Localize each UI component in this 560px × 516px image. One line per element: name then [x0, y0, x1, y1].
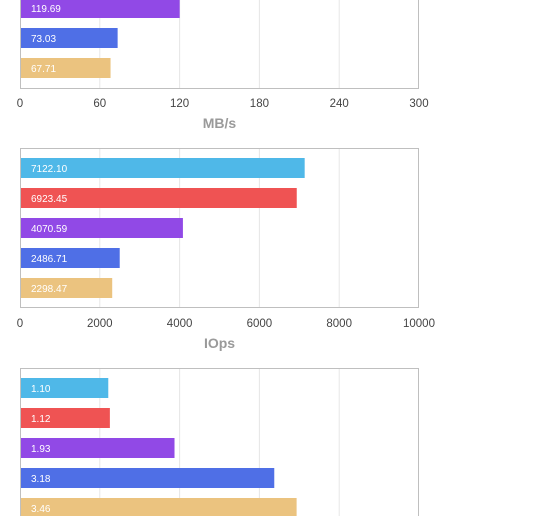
- x-tick-label: 0: [17, 318, 23, 330]
- bar-value-label: 119.69: [31, 4, 61, 15]
- x-tick-label: 6000: [247, 318, 273, 330]
- bar-value-label: 67.71: [31, 64, 56, 75]
- bar: [20, 378, 109, 398]
- x-tick-label: 240: [330, 98, 349, 110]
- x-tick-label: 0: [17, 98, 23, 110]
- bar-value-label: 4070.59: [31, 224, 68, 235]
- bar: [20, 58, 111, 78]
- bar-value-label: 2486.71: [31, 254, 68, 265]
- bar: [20, 0, 180, 18]
- bar: [20, 468, 275, 488]
- x-tick-label: 60: [93, 98, 106, 110]
- x-tick-label: 300: [409, 98, 428, 110]
- x-tick-label: 180: [250, 98, 269, 110]
- x-tick-label: 10000: [403, 318, 435, 330]
- bar-value-label: 1.93: [31, 444, 51, 455]
- x-tick-label: 8000: [326, 318, 352, 330]
- plot-frame: [20, 148, 419, 308]
- bar-value-label: 7122.10: [31, 164, 68, 175]
- x-axis-title: IOps: [204, 335, 235, 351]
- plot-frame: [20, 368, 419, 516]
- bar: [20, 278, 113, 298]
- bar-value-label: 3.18: [31, 474, 51, 485]
- bar: [20, 218, 183, 238]
- bar: [20, 438, 175, 458]
- chart-panel-1: 119.69 73.03 67.71 0 60 120 180 240 300 MB/s: [17, 0, 429, 131]
- x-tick-label: 2000: [87, 318, 113, 330]
- bar: [20, 28, 118, 48]
- chart-panel-3: 1.10 1.12 1.93 3.18 3.46: [20, 368, 419, 516]
- bar: [20, 188, 297, 208]
- bar-value-label: 1.12: [31, 414, 51, 425]
- bar: [20, 248, 120, 268]
- bar-value-label: 6923.45: [31, 194, 68, 205]
- bar-value-label: 1.10: [31, 384, 51, 395]
- x-tick-label: 4000: [167, 318, 193, 330]
- x-axis-title: MB/s: [203, 115, 237, 131]
- bar: [20, 158, 305, 178]
- x-tick-label: 120: [170, 98, 189, 110]
- bar: [20, 498, 297, 516]
- bar-value-label: 73.03: [31, 34, 56, 45]
- plot-frame: [20, 0, 419, 89]
- bar-value-label: 3.46: [31, 504, 51, 515]
- bar-value-label: 2298.47: [31, 284, 68, 295]
- chart-panel-2: 7122.10 6923.45 4070.59 2486.71 2298.47 0 2000…: [17, 148, 435, 351]
- bar: [20, 408, 110, 428]
